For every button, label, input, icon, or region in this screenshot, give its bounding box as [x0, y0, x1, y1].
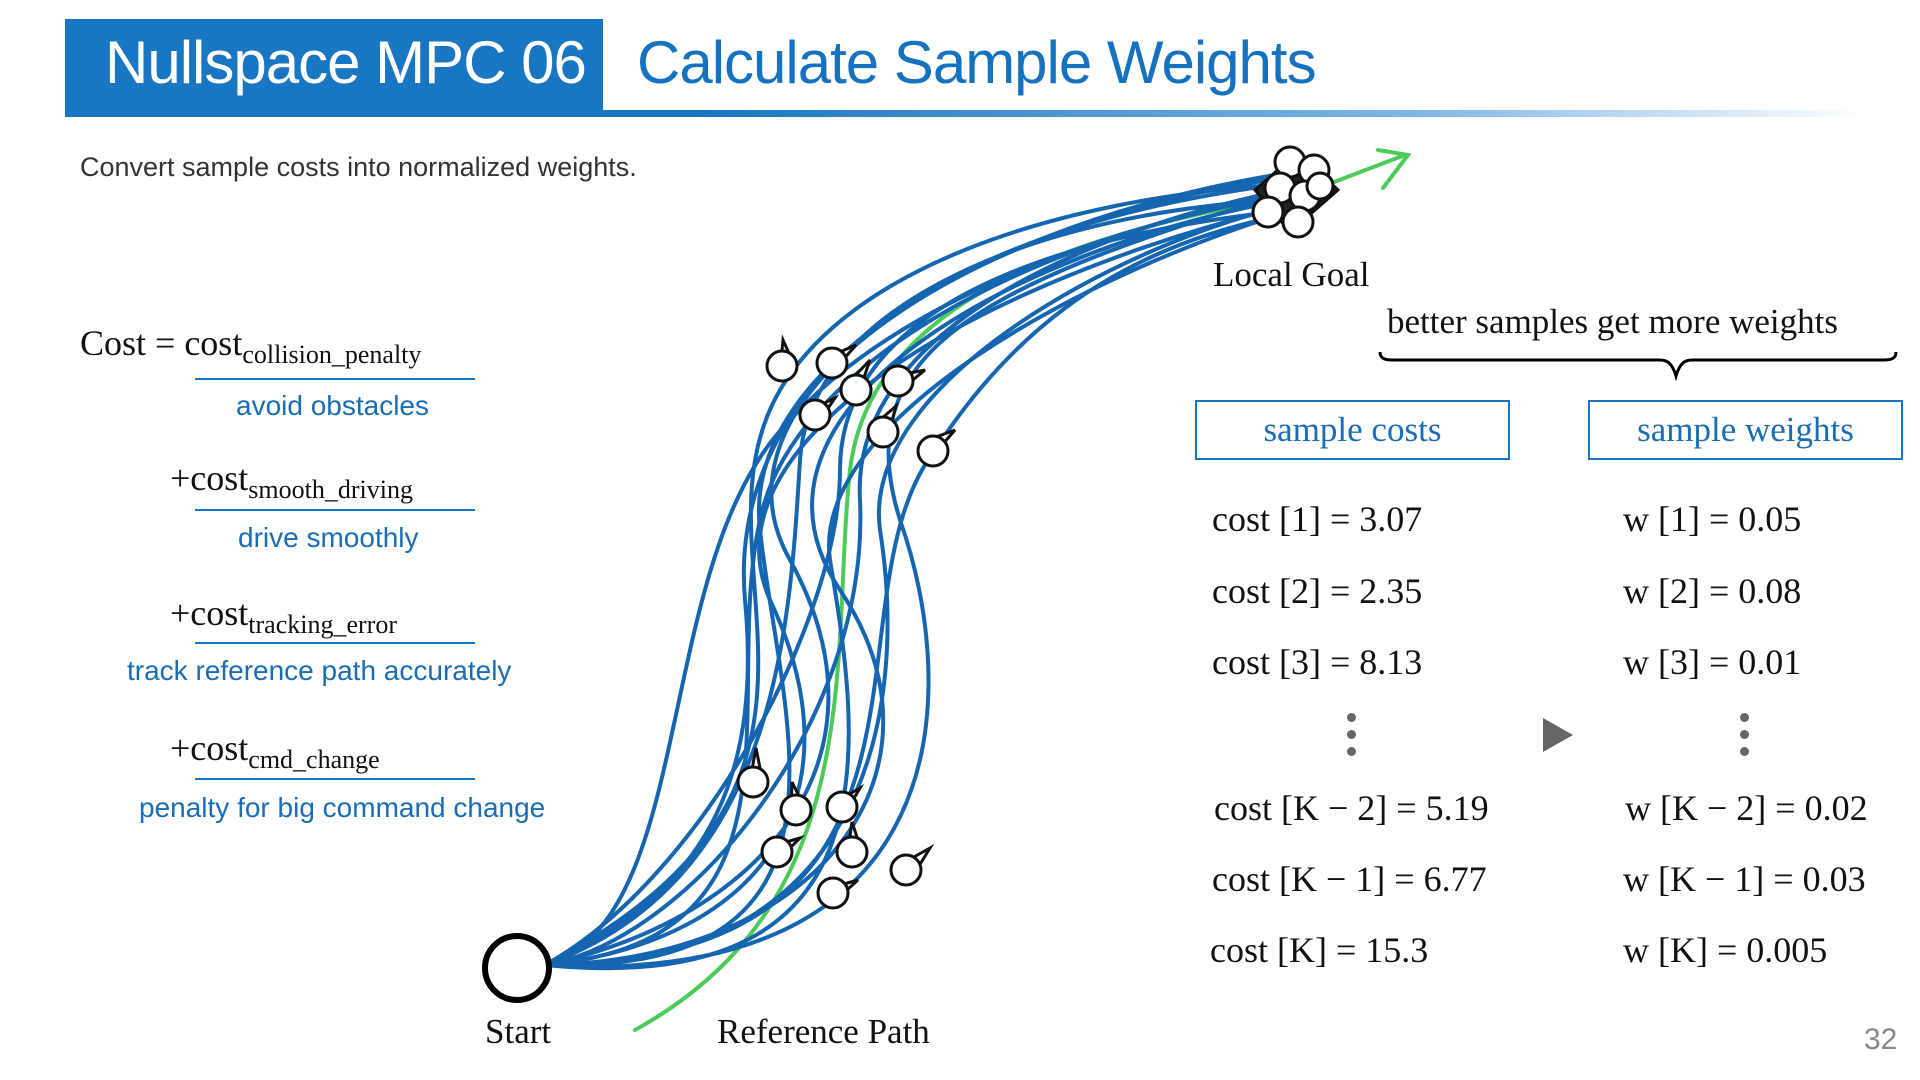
formula-term3-prefix: +cost	[170, 593, 249, 633]
formula-term2-prefix: +cost	[170, 458, 249, 498]
slide-subtitle: Convert sample costs into normalized wei…	[80, 152, 637, 182]
marker-low-5	[835, 821, 869, 869]
local-goal-marker-cluster	[1251, 145, 1341, 239]
formula-prefix: Cost = cost	[80, 323, 243, 363]
formula-term4-sub: cmd_change	[248, 745, 380, 774]
term2-underline	[195, 509, 475, 511]
sample-costs-header: sample costs	[1195, 400, 1510, 460]
cost-item-1: cost [1] = 3.07	[1212, 499, 1423, 539]
formula-term4-prefix: +cost	[170, 728, 249, 768]
start-label: Start	[485, 1012, 552, 1051]
cost-item-k-minus-1: cost [K − 1] = 6.77	[1212, 859, 1487, 899]
weights-ellipsis	[1740, 713, 1750, 764]
formula-line-3: +costtracking_error	[170, 592, 397, 640]
weight-item-1: w [1] = 0.05	[1623, 499, 1802, 539]
costs-ellipsis	[1347, 713, 1357, 764]
local-goal-label: Local Goal	[1213, 255, 1370, 294]
marker-mid-4	[881, 364, 926, 398]
marker-mid-5	[798, 394, 840, 432]
marker-low-4	[760, 834, 806, 869]
header-underline	[65, 110, 1865, 117]
term3-description: track reference path accurately	[127, 655, 512, 686]
term1-underline	[195, 378, 475, 380]
marker-mid-2	[815, 343, 858, 380]
marker-low-7	[889, 843, 935, 887]
term4-underline	[195, 778, 475, 780]
cost-item-k: cost [K] = 15.3	[1210, 930, 1429, 970]
sample-weights-header: sample weights	[1588, 400, 1903, 460]
marker-mid-3	[839, 358, 873, 407]
marker-low-2	[779, 781, 813, 827]
formula-term1-sub: collision_penalty	[242, 340, 422, 369]
cost-item-k-minus-2: cost [K − 2] = 5.19	[1214, 788, 1489, 828]
term2-description: drive smoothly	[238, 522, 419, 553]
term4-description: penalty for big command change	[139, 792, 546, 823]
sample-trajectories	[543, 173, 1297, 971]
marker-low-1	[736, 747, 770, 799]
weights-brace	[1378, 351, 1898, 382]
formula-line-1: Cost = costcollision_penalty	[80, 322, 421, 370]
formula-term2-sub: smooth_driving	[248, 475, 413, 504]
conversion-arrow-icon	[1543, 718, 1573, 752]
marker-low-6	[816, 876, 860, 910]
formula-line-2: +costsmooth_driving	[170, 457, 413, 505]
header-right-title: Calculate Sample Weights	[637, 29, 1317, 96]
cost-item-3: cost [3] = 8.13	[1212, 642, 1423, 682]
weight-item-k-minus-1: w [K − 1] = 0.03	[1623, 859, 1866, 899]
weights-note: better samples get more weights	[1387, 302, 1838, 341]
header-title-box	[65, 19, 603, 117]
marker-low-3	[825, 783, 865, 824]
marker-mid-7	[916, 428, 957, 468]
weight-item-2: w [2] = 0.08	[1623, 571, 1802, 611]
start-marker	[482, 933, 552, 1003]
cost-item-2: cost [2] = 2.35	[1212, 571, 1423, 611]
header-left-title: Nullspace MPC 06	[105, 29, 587, 96]
reference-path-label: Reference Path	[717, 1012, 930, 1051]
marker-mid-6	[866, 401, 900, 449]
formula-term3-sub: tracking_error	[248, 610, 397, 639]
page-number: 32	[1864, 1023, 1898, 1056]
term1-description: avoid obstacles	[236, 390, 430, 421]
sample-endpoint-markers	[736, 145, 1341, 910]
marker-mid-1	[765, 334, 799, 383]
weight-item-k-minus-2: w [K − 2] = 0.02	[1625, 788, 1868, 828]
term3-underline	[195, 642, 475, 644]
weight-item-3: w [3] = 0.01	[1623, 642, 1802, 682]
weight-item-k: w [K] = 0.005	[1623, 930, 1828, 970]
formula-line-4: +costcmd_change	[170, 727, 380, 775]
